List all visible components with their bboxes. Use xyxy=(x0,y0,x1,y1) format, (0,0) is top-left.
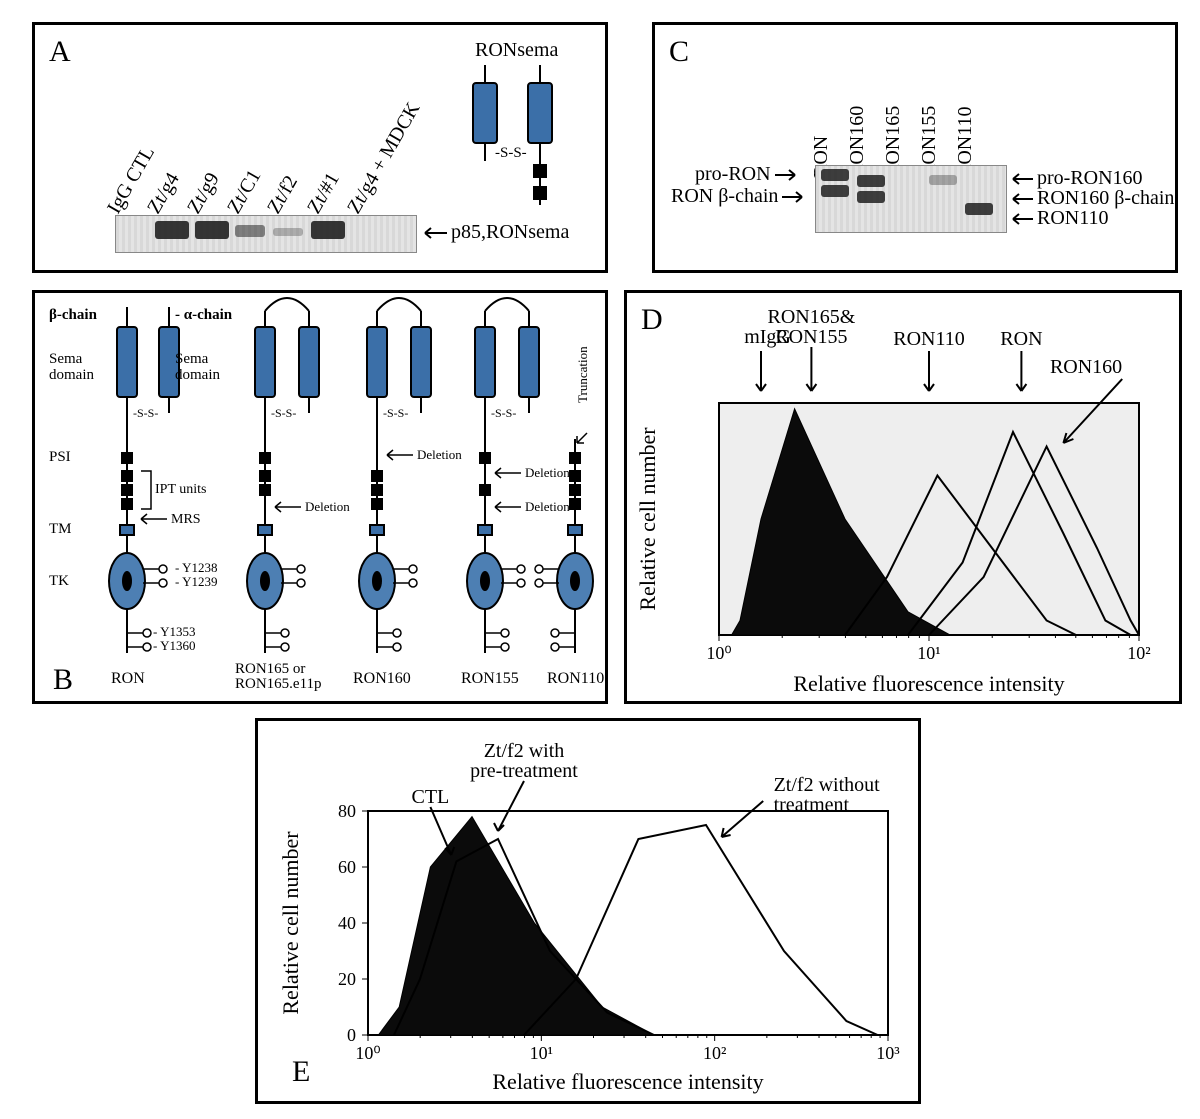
ss-label: -S-S- xyxy=(495,145,527,161)
svg-text:RON160: RON160 xyxy=(1050,356,1122,378)
svg-text:Semadomain: Semadomain xyxy=(49,351,94,383)
svg-text:Zt/f2 withpre-treatment: Zt/f2 withpre-treatment xyxy=(470,740,578,782)
ronsema-title: RONsema xyxy=(475,39,558,62)
lane-label: Zt/g4 xyxy=(143,169,185,218)
svg-text:RON110: RON110 xyxy=(893,328,964,350)
svg-text:20: 20 xyxy=(338,969,356,989)
svg-text:RON: RON xyxy=(1000,328,1042,350)
svg-text:RON155: RON155 xyxy=(461,670,519,687)
ron110-label: RON110 xyxy=(1037,207,1108,230)
svg-text:-S-S-: -S-S- xyxy=(491,406,516,420)
svg-text:Deletion: Deletion xyxy=(417,447,462,462)
left-label-row: pro-RON xyxy=(695,163,801,186)
svg-text:Relative fluorescence intensit: Relative fluorescence intensity xyxy=(793,671,1064,696)
svg-text:10⁰: 10⁰ xyxy=(706,643,731,663)
svg-text:-S-S-: -S-S- xyxy=(383,406,408,420)
svg-text:- Y1239: - Y1239 xyxy=(175,574,218,589)
svg-text:E: E xyxy=(292,1055,310,1088)
blot-band xyxy=(273,228,303,236)
svg-text:RON: RON xyxy=(111,670,145,687)
blot-band xyxy=(235,225,265,237)
ron-beta-label: RON β-chain xyxy=(671,185,778,208)
svg-text:- Y1360: - Y1360 xyxy=(153,638,196,653)
svg-text:Relative cell number: Relative cell number xyxy=(635,427,660,611)
blot-band xyxy=(857,175,885,187)
svg-text:RON160: RON160 xyxy=(353,670,411,687)
svg-text:MRS: MRS xyxy=(171,512,201,527)
blot-band xyxy=(821,169,849,181)
lane-label: Zt/C1 xyxy=(223,166,266,218)
panel-d: D 10⁰ 10¹ 10² Relative fluorescence intensi… xyxy=(624,290,1182,704)
svg-text:PSI: PSI xyxy=(49,449,71,465)
svg-text:40: 40 xyxy=(338,913,356,933)
blot-band xyxy=(195,221,229,239)
panel-e: 0 20 40 60 80 10⁰ 10¹ 10² 10³ Relative fluorescen… xyxy=(255,718,921,1104)
right-label-row: RON110 xyxy=(1007,207,1108,230)
ronsema-diagram: -S-S- xyxy=(445,65,595,215)
svg-text:10³: 10³ xyxy=(876,1043,900,1063)
blot-band xyxy=(155,221,189,239)
blot-band xyxy=(857,191,885,203)
svg-text:Semadomain: Semadomain xyxy=(175,351,220,383)
svg-text:-S-S-: -S-S- xyxy=(133,406,158,420)
svg-text:10²: 10² xyxy=(1127,643,1150,663)
svg-text:- Y1353: - Y1353 xyxy=(153,624,196,639)
svg-text:RON165&RON155: RON165&RON155 xyxy=(768,306,856,348)
lane-label: Zt/#1 xyxy=(303,169,345,218)
panel-b-label: B xyxy=(53,663,73,696)
svg-text:- α-chain: - α-chain xyxy=(175,307,233,323)
svg-text:10¹: 10¹ xyxy=(530,1043,553,1063)
panel-d-label: D xyxy=(641,303,663,337)
band-label: p85,RONsema xyxy=(451,221,569,244)
pro-ron-label: pro-RON xyxy=(695,163,771,186)
svg-text:RON110: RON110 xyxy=(547,670,604,687)
blot-band xyxy=(965,203,993,215)
svg-text:10²: 10² xyxy=(703,1043,726,1063)
svg-text:TM: TM xyxy=(49,521,72,537)
svg-text:TK: TK xyxy=(49,573,69,589)
lane-label: Zt/g4 + MDCK xyxy=(343,99,425,218)
svg-text:10¹: 10¹ xyxy=(917,643,940,663)
svg-text:Zt/f2 withouttreatment: Zt/f2 withouttreatment xyxy=(774,774,881,816)
svg-text:0: 0 xyxy=(347,1025,356,1045)
svg-text:IPT units: IPT units xyxy=(155,482,206,497)
panel-e-chart: 0 20 40 60 80 10⁰ 10¹ 10² 10³ Relative fluorescen… xyxy=(258,721,918,1101)
svg-text:Relative fluorescence intensit: Relative fluorescence intensity xyxy=(492,1069,763,1094)
svg-text:80: 80 xyxy=(338,801,356,821)
band-label-row: p85,RONsema xyxy=(419,221,569,244)
svg-text:60: 60 xyxy=(338,857,356,877)
panel-d-chart: 10⁰ 10¹ 10² Relative fluorescence intensity… xyxy=(627,293,1179,701)
svg-text:- Y1238: - Y1238 xyxy=(175,560,218,575)
panel-b: B β-chain Semadomain PSI TM TK xyxy=(32,290,608,704)
lane-label: Zt/g9 xyxy=(183,169,225,218)
blot-band xyxy=(821,185,849,197)
panel-a-label: A xyxy=(49,35,71,69)
svg-text:Deletion: Deletion xyxy=(525,465,570,480)
svg-text:10⁰: 10⁰ xyxy=(355,1043,380,1063)
left-label-row: RON β-chain xyxy=(671,185,808,208)
svg-text:-S-S-: -S-S- xyxy=(271,406,296,420)
svg-text:Truncation: Truncation xyxy=(575,346,590,403)
svg-text:CTL: CTL xyxy=(412,786,450,808)
svg-text:Deletion: Deletion xyxy=(525,499,570,514)
panel-b-svg: B β-chain Semadomain PSI TM TK xyxy=(35,293,605,701)
svg-text:β-chain: β-chain xyxy=(49,307,98,323)
panel-a: A IgG CTL Zt/g4 Zt/g9 Zt/C1 Zt/f2 Zt/#1 … xyxy=(32,22,608,273)
panel-c: C RON RON160 RON165 RON155 RON110 pro-RO… xyxy=(652,22,1178,273)
svg-text:Relative cell number: Relative cell number xyxy=(278,831,303,1015)
blot-band xyxy=(929,175,957,185)
blot-band xyxy=(311,221,345,239)
svg-text:Deletion: Deletion xyxy=(305,499,350,514)
lane-label: Zt/f2 xyxy=(263,172,303,218)
svg-text:RON165 orRON165.e11p: RON165 orRON165.e11p xyxy=(235,661,322,692)
panel-c-label: C xyxy=(669,35,689,69)
